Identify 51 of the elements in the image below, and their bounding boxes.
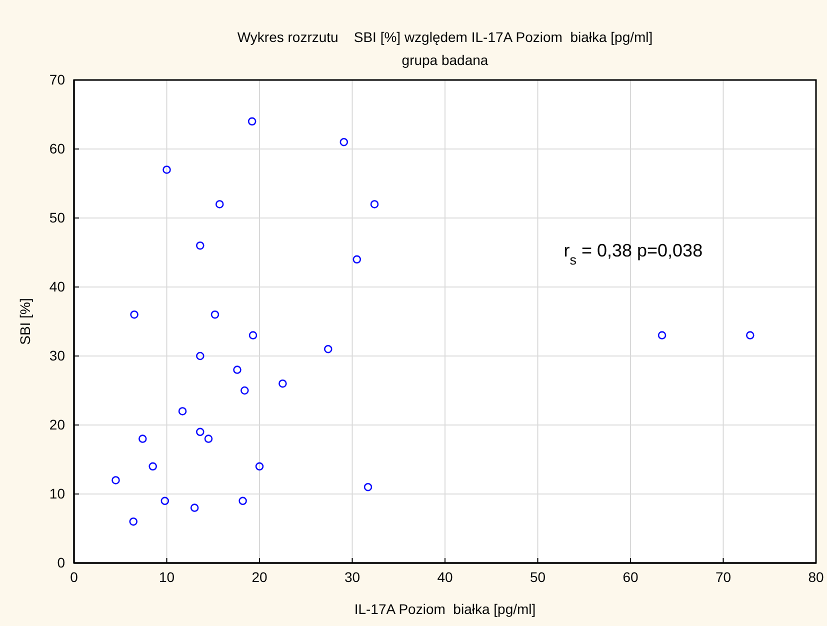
chart-subtitle: grupa badana xyxy=(402,52,488,68)
x-tick-label: 50 xyxy=(530,568,546,585)
point xyxy=(340,138,348,146)
point xyxy=(129,517,138,526)
point xyxy=(352,255,362,264)
y-tick-label: 10 xyxy=(49,485,66,502)
point xyxy=(196,428,204,436)
point xyxy=(364,482,372,492)
y-axis-title: SBI [%] xyxy=(17,298,33,345)
point xyxy=(178,407,187,416)
point xyxy=(248,117,256,126)
x-tick-label: 10 xyxy=(158,568,175,585)
point xyxy=(196,241,204,250)
x-tick-label: 40 xyxy=(437,568,453,585)
annotation: r$_{s}$ = 0,38 p=0,038 xyxy=(564,240,703,267)
y-tick-label: 60 xyxy=(49,140,66,156)
point xyxy=(162,166,171,174)
x-tick-label: 30 xyxy=(344,568,360,585)
point xyxy=(160,496,170,506)
point xyxy=(138,434,147,443)
point xyxy=(130,310,138,319)
point xyxy=(196,352,204,360)
point xyxy=(204,434,213,443)
point xyxy=(255,462,264,471)
x-tick-label: 60 xyxy=(622,568,638,585)
point xyxy=(238,496,247,506)
point xyxy=(190,504,199,512)
y-tick-label: 50 xyxy=(49,209,66,226)
x-tick-label: 0 xyxy=(70,568,78,585)
point xyxy=(240,386,249,395)
point xyxy=(210,310,220,319)
y-tick-label: 20 xyxy=(49,416,66,432)
point xyxy=(658,331,666,340)
y-tick-label: 40 xyxy=(49,278,66,294)
point xyxy=(148,462,157,471)
x-tick-label: 80 xyxy=(808,568,824,585)
y-tick-label: 70 xyxy=(49,71,66,88)
point xyxy=(215,200,224,208)
point xyxy=(278,379,287,388)
point xyxy=(324,344,332,354)
point xyxy=(248,331,258,340)
point xyxy=(370,200,379,208)
x-axis-title: IL-17A Poziom białka [pg/ml] xyxy=(354,601,536,617)
y-tick-label: 0 xyxy=(57,554,66,570)
x-tick-label: 70 xyxy=(715,568,732,585)
point xyxy=(112,476,120,484)
x-tick-label: 20 xyxy=(252,568,268,585)
y-tick-label: 30 xyxy=(49,347,66,364)
chart-title: Wykres rozrzutu SBI [%] względem IL-17A Poziom białka [pg/ml] xyxy=(237,29,653,45)
point xyxy=(233,366,242,374)
point xyxy=(746,331,754,340)
